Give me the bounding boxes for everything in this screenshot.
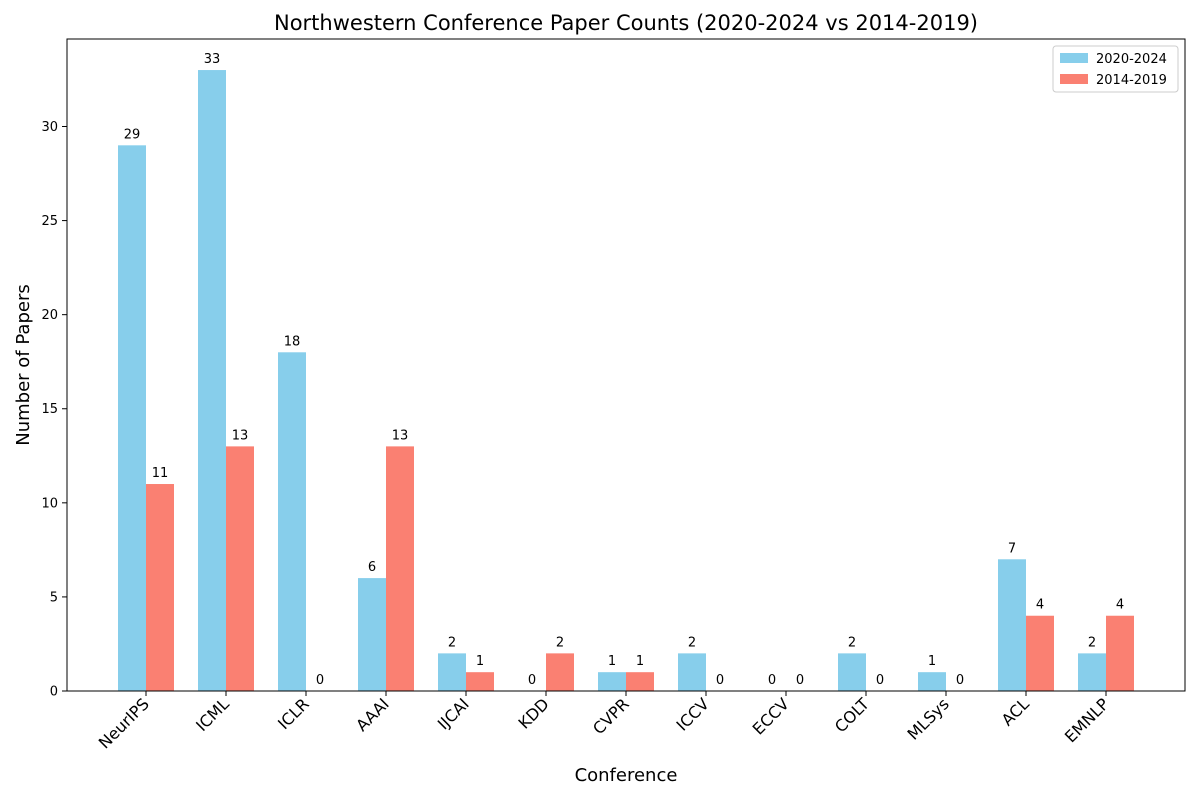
x-tick-label-icml: ICML [192,694,233,735]
x-tick-label-neurips: NeurIPS [95,694,153,752]
bar-value-label-aaai-2014-2019: 13 [392,428,409,443]
bar-value-label-neurips-2014-2019: 11 [152,466,169,481]
bar-kdd-2014-2019 [546,653,574,691]
bar-iccv-2020-2024 [678,653,706,691]
y-axis: 0 5 10 15 20 25 30 [41,120,67,700]
x-tick-label-ijcai: IJCAI [434,694,473,733]
bar-emnlp-2014-2019 [1106,615,1134,691]
x-axis: NeurIPS ICML ICLR AAAI IJCAI KDD CVPR ICCV ECCV C… [95,691,1113,752]
bar-value-label-iclr-2014-2019: 0 [316,673,324,688]
bar-value-label-ijcai-2020-2024: 2 [448,635,456,650]
bar-acl-2014-2019 [1026,615,1054,691]
bar-aaai-2014-2019 [386,446,414,691]
bar-value-label-eccv-2020-2024: 0 [768,673,776,688]
bar-colt-2020-2024 [838,653,866,691]
y-tick-label-5: 5 [50,590,58,605]
bar-ijcai-2020-2024 [438,653,466,691]
bar-value-label-iccv-2014-2019: 0 [716,673,724,688]
y-axis-label: Number of Papers [13,284,34,445]
bar-value-label-emnlp-2020-2024: 2 [1088,635,1096,650]
bar-value-label-cvpr-2014-2019: 1 [636,654,644,669]
y-tick-label-20: 20 [41,308,58,323]
bar-acl-2020-2024 [998,559,1026,691]
bar-icml-2020-2024 [198,70,226,692]
legend: 2020-2024 2014-2019 [1052,45,1179,93]
bar-value-label-ijcai-2014-2019: 1 [476,654,484,669]
y-tick-label-10: 10 [41,496,58,511]
chart-title: Northwestern Conference Paper Counts (20… [274,11,978,35]
y-tick-label-15: 15 [41,402,58,417]
bar-value-label-colt-2020-2024: 2 [848,635,856,650]
bar-value-label-emnlp-2014-2019: 4 [1116,598,1124,613]
bars-layer [118,70,1134,692]
bar-value-label-kdd-2014-2019: 2 [556,635,564,650]
bar-cvpr-2014-2019 [626,672,654,691]
bar-value-label-eccv-2014-2019: 0 [796,673,804,688]
x-tick-label-cvpr: CVPR [589,694,633,738]
bar-value-label-icml-2020-2024: 33 [204,52,221,67]
x-axis-label: Conference [575,765,678,786]
bar-value-label-neurips-2020-2024: 29 [124,127,141,142]
x-tick-label-colt: COLT [831,694,873,736]
bar-aaai-2020-2024 [358,578,386,691]
bar-value-label-acl-2020-2024: 7 [1008,541,1016,556]
x-tick-label-eccv: ECCV [749,694,793,738]
x-tick-label-emnlp: EMNLP [1061,694,1113,746]
x-tick-label-iclr: ICLR [274,694,313,733]
bar-neurips-2020-2024 [118,145,146,691]
bar-value-label-mlsys-2020-2024: 1 [928,654,936,669]
bar-ijcai-2014-2019 [466,672,494,691]
legend-swatch-2020-2024 [1060,53,1088,63]
y-tick-label-0: 0 [50,685,58,700]
x-tick-label-aaai: AAAI [352,694,393,735]
bar-value-label-mlsys-2014-2019: 0 [956,673,964,688]
bar-value-label-kdd-2020-2024: 0 [528,673,536,688]
legend-swatch-2014-2019 [1060,74,1088,84]
legend-label-2014-2019: 2014-2019 [1096,73,1167,88]
bar-value-label-iccv-2020-2024: 2 [688,635,696,650]
bar-icml-2014-2019 [226,446,254,691]
bar-value-label-acl-2014-2019: 4 [1036,598,1044,613]
x-tick-label-acl: ACL [998,694,1033,729]
x-tick-label-kdd: KDD [515,694,553,732]
y-tick-label-25: 25 [41,214,58,229]
y-tick-label-30: 30 [41,120,58,135]
bar-emnlp-2020-2024 [1078,653,1106,691]
legend-label-2020-2024: 2020-2024 [1096,52,1167,67]
x-tick-label-iccv: ICCV [673,694,713,734]
x-tick-label-mlsys: MLSys [904,694,953,743]
bar-value-label-cvpr-2020-2024: 1 [608,654,616,669]
bar-neurips-2014-2019 [146,484,174,691]
bar-value-label-aaai-2020-2024: 6 [368,560,376,575]
bar-value-label-icml-2014-2019: 13 [232,428,249,443]
bar-mlsys-2020-2024 [918,672,946,691]
bar-cvpr-2020-2024 [598,672,626,691]
bar-value-label-colt-2014-2019: 0 [876,673,884,688]
bar-value-label-iclr-2020-2024: 18 [284,334,301,349]
bar-iclr-2020-2024 [278,352,306,691]
